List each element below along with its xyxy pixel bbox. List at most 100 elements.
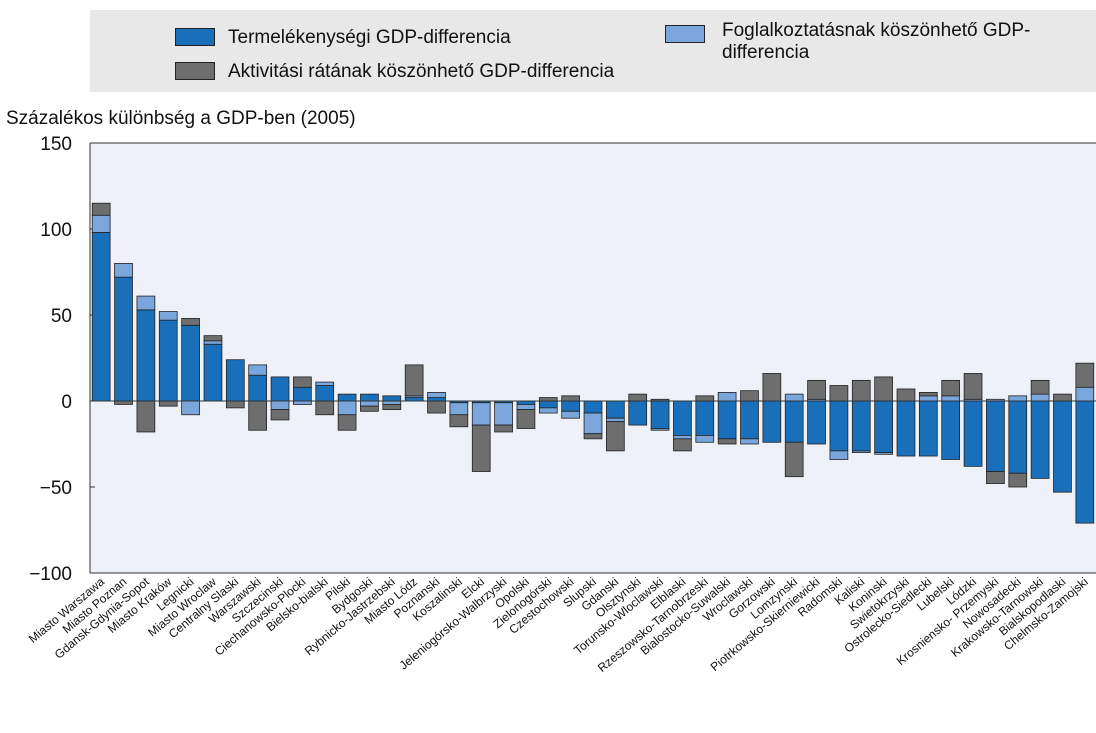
bar-segment [360, 400, 379, 407]
bar-segment [1053, 400, 1072, 493]
bar-segment [1008, 400, 1028, 474]
bar-segment [136, 309, 156, 402]
bar-segment [874, 376, 893, 402]
bar-segment [561, 410, 580, 419]
bar-segment [158, 311, 178, 321]
bar-segment [673, 434, 692, 440]
bar-segment [561, 395, 580, 402]
y-tick-label: 150 [40, 134, 72, 155]
bar-segment [829, 450, 849, 460]
bar-segment [337, 400, 357, 416]
bar-segment [717, 391, 737, 402]
bar-segment [583, 412, 603, 435]
plot-area [90, 143, 1096, 573]
bar-segment [158, 319, 178, 402]
bar-segment [360, 405, 379, 412]
bar-segment [717, 400, 737, 440]
bar-segment [427, 400, 446, 414]
bar-segment [784, 393, 804, 402]
bar-segment [293, 400, 312, 405]
bar-segment [1030, 393, 1050, 402]
bar-segment [91, 214, 111, 233]
bar-segment [695, 434, 715, 443]
bar-segment [1075, 386, 1095, 402]
bar-segment [225, 400, 245, 409]
bar-segment [404, 364, 424, 397]
bar-segment [628, 393, 648, 402]
bar-segment [918, 391, 938, 397]
bar-segment [740, 390, 759, 402]
bar-segment [673, 400, 692, 436]
y-tick-label: −100 [29, 564, 72, 585]
bar-segment [829, 385, 849, 402]
bar-segment [516, 409, 536, 429]
bar-segment [248, 374, 268, 402]
bar-segment [270, 400, 290, 411]
y-tick-label: −50 [40, 478, 72, 499]
bar-segment [1053, 393, 1072, 402]
bar-segment [91, 202, 111, 216]
bar-segment [91, 232, 111, 402]
bar-segment [695, 400, 715, 436]
bar-segment [538, 407, 558, 414]
bar-segment [851, 400, 871, 452]
bar-segment [740, 438, 759, 445]
bar-segment [1075, 400, 1095, 524]
bar-segment [248, 400, 268, 431]
bar-segment [427, 391, 446, 398]
bar-segment [896, 388, 916, 402]
bar-segment [270, 376, 290, 402]
bar-segment [538, 397, 558, 402]
bar-segment [896, 400, 916, 457]
y-tick-label: 0 [61, 392, 72, 413]
bar-segment [986, 400, 1005, 472]
bar-segment [382, 404, 402, 411]
bar-segment [1075, 362, 1095, 388]
bar-segment [225, 359, 245, 402]
bar-segment [315, 400, 335, 416]
bar-segment [494, 402, 513, 426]
bar-segment [337, 414, 357, 431]
bar-segment [516, 400, 536, 405]
y-tick-label: 50 [51, 306, 72, 327]
bar-segment [762, 400, 782, 443]
bar-segment [181, 318, 200, 326]
bar-segment [337, 393, 357, 402]
bar-segment [203, 343, 223, 402]
bar-segment [807, 379, 826, 400]
bar-segment [114, 276, 133, 402]
bar-segment [941, 395, 961, 402]
y-tick-label: 100 [40, 220, 72, 241]
bar-segment [695, 395, 715, 402]
bar-segment [918, 400, 938, 457]
bar-segment [829, 400, 849, 452]
bar-segment [449, 402, 469, 416]
legend-label: Aktivitási rátának köszönhető GDP-differ… [228, 61, 615, 82]
bar-segment [807, 400, 826, 445]
bar-segment [293, 376, 312, 388]
legend-label: Termelékenységi GDP-differencia [228, 27, 511, 48]
bar-segment [628, 400, 648, 426]
bar-segment [136, 295, 156, 311]
bar-segment [851, 379, 871, 402]
bar-segment [1030, 400, 1050, 479]
bar-segment [673, 438, 692, 452]
bar-segment [136, 400, 156, 433]
bar-segment [315, 385, 335, 402]
bar-segment [494, 424, 513, 433]
bar-segment [606, 417, 625, 423]
bar-segment [315, 381, 335, 386]
bar-segment [561, 400, 580, 412]
bar-segment [404, 397, 424, 402]
bar-segment [293, 386, 312, 402]
bar-segment [538, 400, 558, 409]
bar-segment [851, 450, 871, 454]
bar-segment [606, 400, 625, 419]
bar-segment [874, 400, 893, 453]
bar-segment [203, 335, 223, 342]
bar-segment [382, 400, 402, 405]
bar-segment [158, 400, 178, 407]
bar-segment [650, 400, 670, 429]
bar-segment [918, 395, 938, 402]
